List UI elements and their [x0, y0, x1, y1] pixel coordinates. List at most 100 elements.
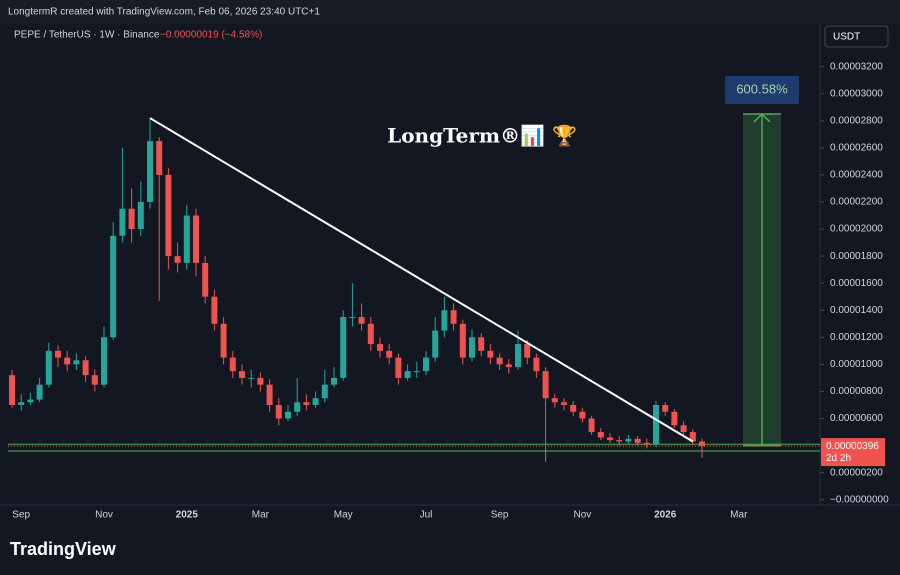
candle-body	[27, 399, 34, 403]
y-tick-label: 0.00003200	[830, 61, 883, 72]
y-tick-label: 0.00001600	[830, 278, 883, 289]
candle-body	[561, 402, 567, 405]
y-tick-label: 0.00002600	[830, 142, 883, 153]
candle-body	[174, 256, 181, 263]
candle-body	[625, 438, 632, 442]
candle-body	[137, 201, 144, 230]
candle-body	[377, 344, 383, 351]
candle-body	[478, 337, 485, 351]
candle-body	[689, 432, 696, 442]
candle-body	[551, 398, 558, 403]
candle-body	[349, 317, 356, 319]
credit: LongtermR created with TradingView.com, …	[8, 7, 320, 18]
candle-body	[101, 337, 107, 385]
countdown: 2d 2h	[826, 453, 851, 464]
x-tick-label: Sep	[12, 510, 30, 521]
candle-body	[459, 323, 466, 358]
candle-body	[588, 418, 595, 433]
y-tick-label: −0.00000000	[830, 494, 889, 505]
measure-arrowhead	[753, 112, 771, 123]
candle-body	[285, 411, 291, 419]
candle-body	[229, 357, 236, 372]
candle-body	[496, 357, 503, 365]
candle-body	[340, 317, 347, 378]
y-tick-label: 0.00002400	[830, 170, 883, 181]
y-tick-label: 0.00001000	[830, 359, 883, 370]
y-tick-label: 0.00001400	[830, 305, 883, 316]
candle-body	[469, 337, 475, 358]
change: −0.00000019 (−4.58%)	[160, 30, 262, 41]
logo: TradingView	[10, 539, 117, 559]
currency-button[interactable]	[824, 25, 889, 48]
x-tick-label: Mar	[252, 510, 270, 521]
currency: USDT	[833, 32, 860, 43]
candle-body	[91, 375, 98, 385]
candle-body	[257, 377, 264, 385]
candle-body	[312, 398, 319, 405]
candle-body	[156, 141, 163, 175]
candle-body	[524, 344, 531, 358]
y-tick-label: 0.00003000	[830, 88, 883, 99]
measure-label-box	[725, 76, 799, 105]
x-tick-label: 2026	[654, 510, 677, 521]
candle-body	[303, 402, 310, 405]
candle-body	[64, 357, 71, 365]
candle-body	[331, 377, 337, 385]
candle-body	[597, 432, 604, 438]
y-tick-label: 0.00002200	[830, 197, 883, 208]
candle-body	[653, 404, 659, 445]
candle-body	[441, 310, 448, 331]
candle-body	[533, 357, 540, 372]
y-tick-label: 0.00001200	[830, 332, 883, 343]
candle-body	[248, 377, 255, 379]
candle-body	[386, 350, 393, 358]
candle-body	[579, 411, 586, 419]
symbol: PEPE / TetherUS · 1W · Binance	[14, 30, 160, 41]
candle-body	[45, 350, 52, 385]
candle-body	[413, 371, 420, 373]
x-tick-label: Jul	[420, 510, 433, 521]
measure-label: 600.58%	[736, 81, 788, 96]
candle-body	[55, 350, 61, 358]
candle-body	[423, 357, 429, 372]
candle-body	[202, 262, 209, 297]
candle-body	[275, 404, 282, 419]
candle-body	[662, 404, 669, 412]
candle-body	[220, 323, 227, 358]
candle-body	[294, 402, 301, 412]
candle-body	[193, 215, 199, 263]
candle-body	[570, 404, 577, 412]
candle-body	[358, 317, 365, 324]
candle-body	[395, 357, 402, 378]
x-tick-label: Nov	[95, 510, 113, 521]
candle-body	[367, 323, 374, 345]
candle-body	[147, 141, 153, 202]
trendline	[149, 117, 694, 443]
candle-body	[634, 438, 641, 443]
top-bar	[0, 0, 900, 24]
candle-body	[505, 364, 512, 368]
candle-body	[515, 344, 521, 368]
candle-body	[450, 310, 457, 324]
candle-body	[671, 411, 678, 426]
y-tick-label: 0.00000800	[830, 386, 883, 397]
candle-body	[165, 174, 172, 257]
price-label-box	[821, 438, 885, 467]
candle-body	[266, 384, 273, 405]
price-label: 0.00000396	[826, 441, 879, 452]
candle-body	[432, 330, 439, 358]
x-tick-label: Sep	[491, 510, 509, 521]
candle-body	[643, 442, 650, 445]
y-tick-label: 0.00002000	[830, 224, 883, 235]
candle-body	[487, 350, 494, 358]
candle-body	[616, 440, 623, 442]
candle-body	[239, 371, 245, 378]
candle-body	[119, 208, 126, 236]
candle-body	[699, 441, 705, 447]
candle-body	[128, 208, 135, 230]
candle-body	[9, 375, 15, 405]
candle-body	[680, 425, 687, 433]
candle-body	[211, 296, 218, 324]
y-tick-label: 0.00001800	[830, 251, 883, 262]
